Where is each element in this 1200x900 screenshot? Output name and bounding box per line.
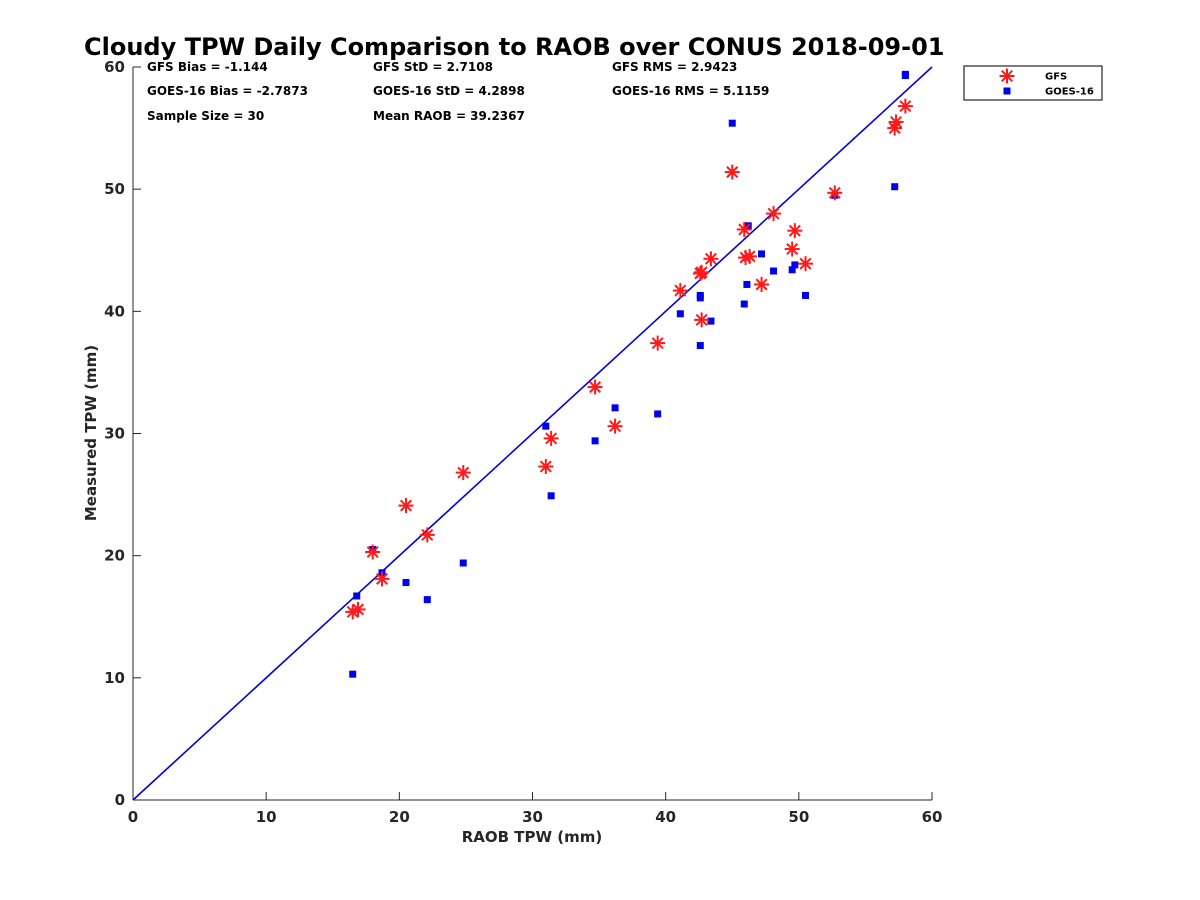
data-point-goes-16: [591, 437, 599, 445]
data-point-gfs: [827, 185, 843, 201]
data-point-gfs: [350, 601, 366, 617]
y-tick-label: 40: [104, 302, 125, 320]
stat-text: GFS Bias = -1.144: [147, 60, 268, 74]
data-point-goes-16: [353, 592, 361, 600]
one-to-one-line: [132, 66, 933, 801]
data-point-gfs: [672, 283, 688, 299]
data-point-gfs: [398, 498, 414, 514]
data-point-gfs: [587, 379, 603, 395]
data-point-gfs: [784, 241, 800, 257]
data-point-goes-16: [707, 317, 715, 325]
stat-text: GFS RMS = 2.9423: [612, 60, 737, 74]
data-point-gfs: [650, 335, 666, 351]
data-point-gfs: [694, 264, 710, 280]
stat-text: Mean RAOB = 39.2367: [373, 109, 525, 123]
data-point-gfs: [538, 458, 554, 474]
data-point-gfs: [419, 527, 435, 543]
data-point-goes-16: [901, 70, 909, 78]
stats-block: GFS Bias = -1.144 GFS StD = 2.7108 GFS RMS…: [147, 60, 769, 123]
data-point-gfs: [607, 418, 623, 434]
data-point-gfs: [543, 430, 559, 446]
data-point-gfs: [694, 312, 710, 328]
x-tick-label: 30: [522, 808, 543, 826]
x-axis-label: RAOB TPW (mm): [462, 828, 603, 846]
data-point-goes-16: [696, 294, 704, 302]
data-point-goes-16: [542, 422, 550, 430]
data-point-gfs: [703, 251, 719, 267]
stat-text: Sample Size = 30: [147, 109, 264, 123]
data-point-gfs: [724, 164, 740, 180]
x-tick-label: 0: [128, 808, 138, 826]
data-point-goes-16: [547, 492, 555, 500]
data-point-goes-16: [423, 596, 431, 604]
x-tick-label: 50: [788, 808, 809, 826]
data-point-goes-16: [743, 280, 751, 288]
series-gfs: [345, 98, 913, 620]
data-point-gfs: [742, 248, 758, 264]
data-point-goes-16: [770, 267, 778, 275]
data-point-gfs: [736, 221, 752, 237]
data-point-goes-16: [349, 670, 357, 678]
data-point-gfs: [766, 206, 782, 222]
data-point-goes-16: [611, 404, 619, 412]
data-point-goes-16: [791, 261, 799, 269]
y-tick-label: 20: [104, 547, 125, 565]
x-tick-label: 60: [922, 808, 943, 826]
data-point-goes-16: [402, 579, 410, 587]
x-tick-label: 10: [256, 808, 277, 826]
legend-marker-gfs: [999, 68, 1015, 84]
chart-title: Cloudy TPW Daily Comparison to RAOB over…: [84, 33, 944, 61]
x-tick-label: 40: [655, 808, 676, 826]
plot-area: 0 10 20 30 40 50 60 0 10 20 30 40 50 60: [104, 58, 942, 826]
data-point-gfs: [888, 114, 904, 130]
y-axis-label: Measured TPW (mm): [82, 345, 100, 521]
y-tick-label: 0: [115, 791, 125, 809]
stat-text: GOES-16 RMS = 5.1159: [612, 84, 769, 98]
data-point-gfs: [455, 465, 471, 481]
data-point-gfs: [787, 223, 803, 239]
y-tick-label: 10: [104, 669, 125, 687]
series-goes-16: [349, 70, 909, 678]
y-tick-label: 60: [104, 58, 125, 76]
y-tick-label: 50: [104, 180, 125, 198]
data-point-gfs: [897, 98, 913, 114]
stat-text: GOES-16 StD = 4.2898: [373, 84, 525, 98]
data-point-goes-16: [696, 342, 704, 350]
data-point-goes-16: [801, 291, 809, 299]
data-point-goes-16: [676, 310, 684, 318]
y-tick-label: 30: [104, 425, 125, 443]
stat-text: GFS StD = 2.7108: [373, 60, 493, 74]
stat-text: GOES-16 Bias = -2.7873: [147, 84, 308, 98]
data-point-goes-16: [788, 266, 796, 274]
legend: GFS GOES-16: [963, 65, 1103, 101]
x-tick-label: 20: [389, 808, 410, 826]
data-point-gfs: [365, 544, 381, 560]
data-point-gfs: [374, 571, 390, 587]
data-point-goes-16: [459, 559, 467, 567]
data-point-goes-16: [728, 119, 736, 127]
data-point-gfs: [797, 256, 813, 272]
legend-label-goes-16: GOES-16: [1045, 87, 1094, 98]
legend-label-gfs: GFS: [1045, 72, 1067, 83]
data-point-goes-16: [891, 183, 899, 191]
data-point-gfs: [754, 276, 770, 292]
data-point-goes-16: [740, 300, 748, 308]
data-point-goes-16: [654, 410, 662, 418]
data-point-goes-16: [758, 250, 766, 258]
legend-box: [963, 65, 1103, 101]
legend-marker-goes-16: [1003, 87, 1011, 95]
